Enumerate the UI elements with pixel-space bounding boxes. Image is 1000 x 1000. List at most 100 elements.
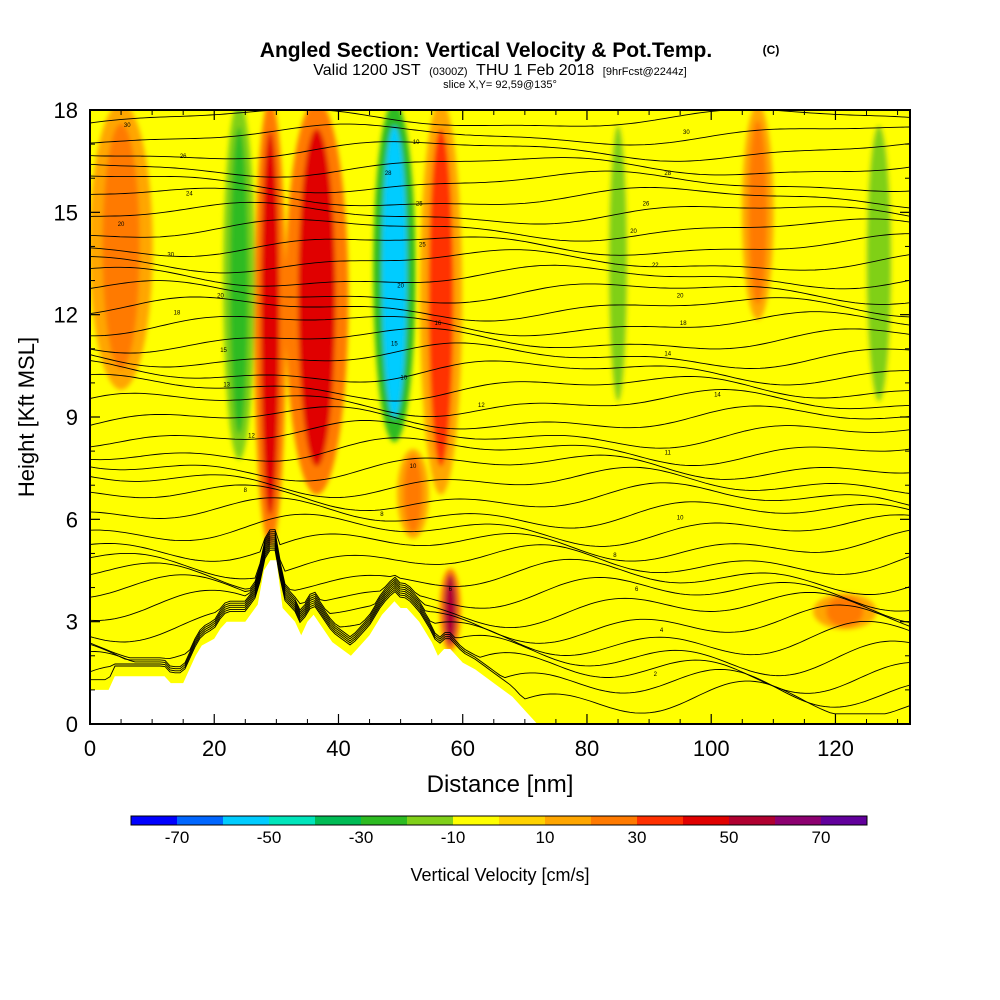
updraft-core — [102, 123, 140, 370]
isentrope-line — [90, 466, 910, 499]
y-axis-ticks: 0 3 6 9 12 15 18 — [54, 98, 910, 737]
contour-label: 20 — [630, 229, 637, 235]
downdraft-core — [866, 125, 892, 402]
isentrope-line — [90, 454, 910, 482]
isentrope-line — [90, 419, 910, 449]
contour-label: 4 — [660, 628, 664, 634]
contour-label: 8 — [380, 512, 384, 518]
isentrope-line — [90, 537, 910, 629]
updraft-core — [298, 128, 336, 467]
isentrope-line — [90, 280, 910, 305]
colorbar-swatch — [775, 816, 822, 825]
isentrope-line — [90, 233, 910, 257]
colorbar-swatch — [453, 816, 500, 825]
isentrope-line — [90, 264, 910, 290]
isentrope-line — [90, 543, 910, 677]
low-level-downdraft-patch — [658, 583, 715, 660]
isentrope-line — [90, 249, 910, 274]
colorbar-tick-label: 10 — [536, 828, 555, 847]
isentrope-line — [90, 342, 910, 369]
x-tick-label: 60 — [450, 736, 474, 761]
updraft-core — [260, 131, 280, 516]
isentrope-line — [90, 327, 910, 354]
contour-label: 26 — [180, 154, 187, 160]
weak-downdraft-band — [544, 227, 581, 607]
weak-downdraft-band — [688, 110, 709, 471]
contour-label: 6 — [449, 587, 453, 593]
downdraft-core — [608, 125, 628, 402]
contour-labels: 3026242030182015131281028252520161510121… — [118, 123, 722, 678]
isentrope-line — [90, 539, 910, 644]
weak-downdraft-band — [177, 110, 214, 471]
isentrope-line — [90, 360, 910, 386]
colorbar-swatch — [545, 816, 592, 825]
y-tick-label: 6 — [66, 507, 78, 532]
x-tick-label: 0 — [84, 736, 96, 761]
low-level-downdraft-patch — [186, 481, 243, 558]
low-level-downdraft-patch — [472, 515, 528, 592]
low-level-downdraft-patch — [111, 549, 168, 626]
contour-label: 15 — [220, 348, 227, 354]
contour-label: 6 — [635, 587, 639, 593]
colorbar-swatch — [223, 816, 270, 825]
isentrope-line — [90, 437, 910, 466]
subtitle-utc: (0300Z) — [429, 66, 468, 78]
contour-label: 20 — [217, 294, 224, 300]
subtitle-forecast: [9hrFcst@2244z] — [603, 66, 687, 78]
colorbar-tick-label: -10 — [441, 828, 466, 847]
vertical-velocity-cores — [90, 110, 901, 699]
slice-label: slice X,Y= 92,59@135° — [443, 79, 557, 91]
colorbar — [130, 815, 868, 826]
isentrope-line — [90, 545, 910, 694]
isentrope-line — [90, 141, 910, 162]
isentrope-line — [90, 186, 910, 209]
isentrope-line — [90, 482, 910, 512]
subtitle-valid: Valid 1200 JST — [313, 62, 421, 79]
contour-label: 24 — [186, 191, 193, 197]
isentrope-line — [90, 533, 910, 595]
contour-label: 10 — [677, 515, 684, 521]
contour-label: 20 — [677, 294, 684, 300]
low-level-downdraft-patch — [732, 532, 789, 609]
contour-label: 11 — [665, 451, 672, 457]
contour-label: 8 — [244, 488, 248, 494]
contour-label: 10 — [400, 375, 407, 381]
isentrope-line — [90, 389, 910, 418]
colorbar-swatch — [407, 816, 454, 825]
y-tick-label: 0 — [66, 712, 78, 737]
isentrope-line — [90, 296, 910, 322]
colorbar-swatch — [683, 816, 730, 825]
y-tick-label: 15 — [54, 200, 78, 225]
contour-label: 22 — [652, 263, 659, 269]
colorbar-label: Vertical Velocity [cm/s] — [410, 865, 589, 885]
updraft-core — [748, 120, 768, 305]
colorbar-swatch — [315, 816, 362, 825]
potential-temperature-contours — [90, 110, 910, 715]
updraft-core — [826, 596, 864, 627]
colorbar-swatch — [269, 816, 316, 825]
contour-label: 20 — [397, 283, 404, 289]
x-tick-label: 120 — [817, 736, 854, 761]
contour-label: 16 — [435, 321, 442, 327]
low-level-downdraft-patch — [782, 481, 839, 558]
contour-label: 8 — [613, 553, 617, 559]
y-tick-label: 3 — [66, 610, 78, 635]
weak-downdraft-band — [498, 110, 527, 471]
x-axis-label: Distance [nm] — [427, 771, 574, 798]
isentrope-line — [90, 170, 910, 194]
colorbar-frame — [130, 815, 868, 826]
subtitle-line: Valid 1200 JST (0300Z) THU 1 Feb 2018 [9… — [313, 62, 686, 79]
isentrope-line — [90, 531, 910, 580]
chart-title-mark: (C) — [763, 43, 780, 57]
colorbar-swatch — [591, 816, 638, 825]
colorbar-swatch — [637, 816, 684, 825]
colorbar-swatch — [361, 816, 408, 825]
contour-label: 14 — [664, 352, 671, 358]
contour-label: 30 — [124, 123, 131, 129]
y-axis-label: Height [Kft MSL] — [14, 337, 39, 497]
contour-label: 25 — [416, 202, 423, 208]
isentrope-line — [90, 535, 910, 612]
contour-label: 12 — [478, 403, 485, 409]
weak-downdraft-band — [465, 158, 486, 539]
contour-label: 28 — [664, 171, 671, 177]
